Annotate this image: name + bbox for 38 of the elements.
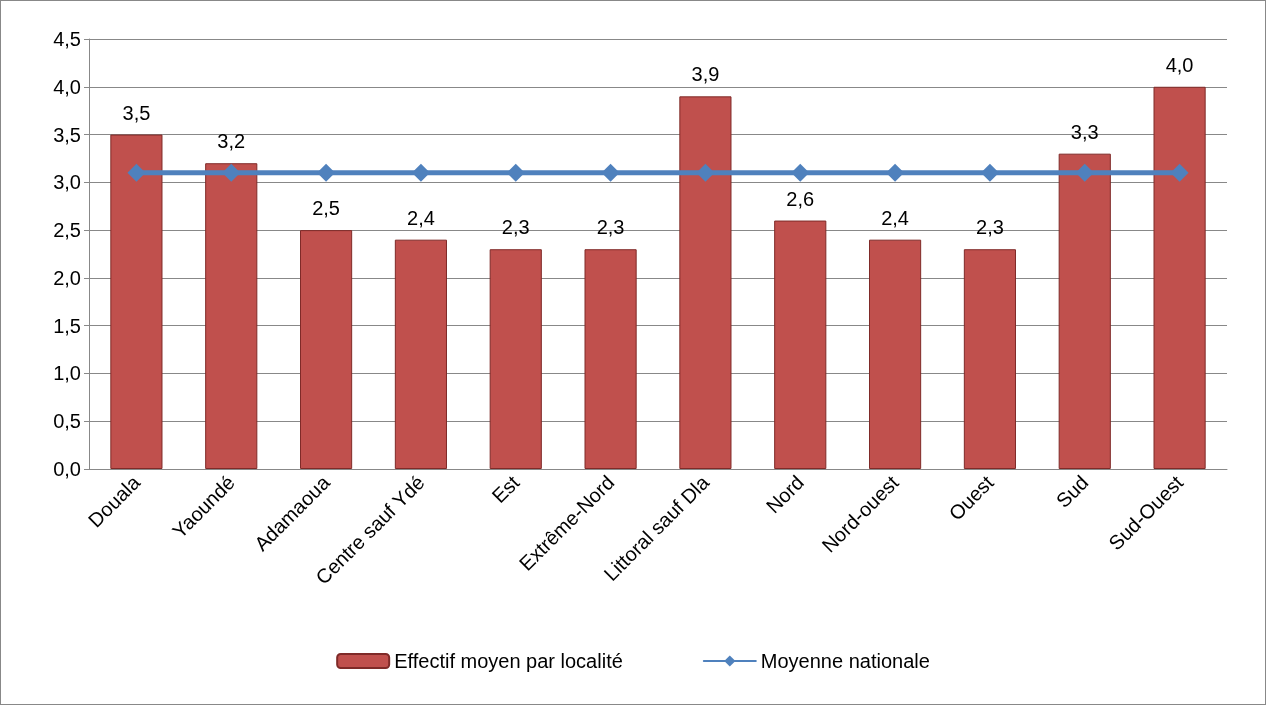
legend-label: Moyenne nationale <box>760 650 930 672</box>
x-tick-label: Est <box>487 470 524 508</box>
bar <box>205 163 258 469</box>
bar <box>869 239 922 469</box>
data-label: 3,5 <box>122 101 151 124</box>
bar <box>300 230 353 469</box>
data-label: 3,2 <box>217 130 246 153</box>
data-label: 2,4 <box>407 206 435 229</box>
bar <box>489 249 542 469</box>
data-label: 2,3 <box>976 216 1004 239</box>
bar <box>679 96 732 469</box>
bar <box>1153 86 1206 469</box>
bar <box>110 134 163 469</box>
y-tick-label: 4,0 <box>53 75 81 98</box>
bar <box>1058 153 1111 469</box>
bar <box>774 220 827 469</box>
data-label: 2,3 <box>596 216 625 239</box>
y-tick-label: 3,5 <box>53 123 81 146</box>
data-label: 2,6 <box>786 187 815 210</box>
data-label: 2,5 <box>312 197 340 220</box>
y-tick-label: 0,0 <box>53 458 81 480</box>
bar <box>584 249 637 469</box>
y-tick-label: 0,5 <box>53 410 81 433</box>
data-label: 3,3 <box>1070 120 1099 143</box>
data-label: 3,9 <box>691 63 720 86</box>
data-label: 4,0 <box>1165 53 1194 76</box>
y-tick-label: 1,0 <box>53 362 81 385</box>
y-tick-label: 2,0 <box>53 266 81 289</box>
data-label: 2,3 <box>501 216 530 239</box>
y-tick-label: 3,0 <box>53 171 81 194</box>
y-tick-label: 1,5 <box>53 314 81 337</box>
data-label: 2,4 <box>881 206 909 229</box>
y-tick-label: 4,5 <box>53 28 81 50</box>
y-tick-label: 2,5 <box>53 219 81 242</box>
bar <box>963 249 1016 469</box>
x-tick-label: Sud <box>1051 471 1093 512</box>
bar <box>394 239 447 469</box>
legend-label: Effectif moyen par localité <box>394 650 623 672</box>
